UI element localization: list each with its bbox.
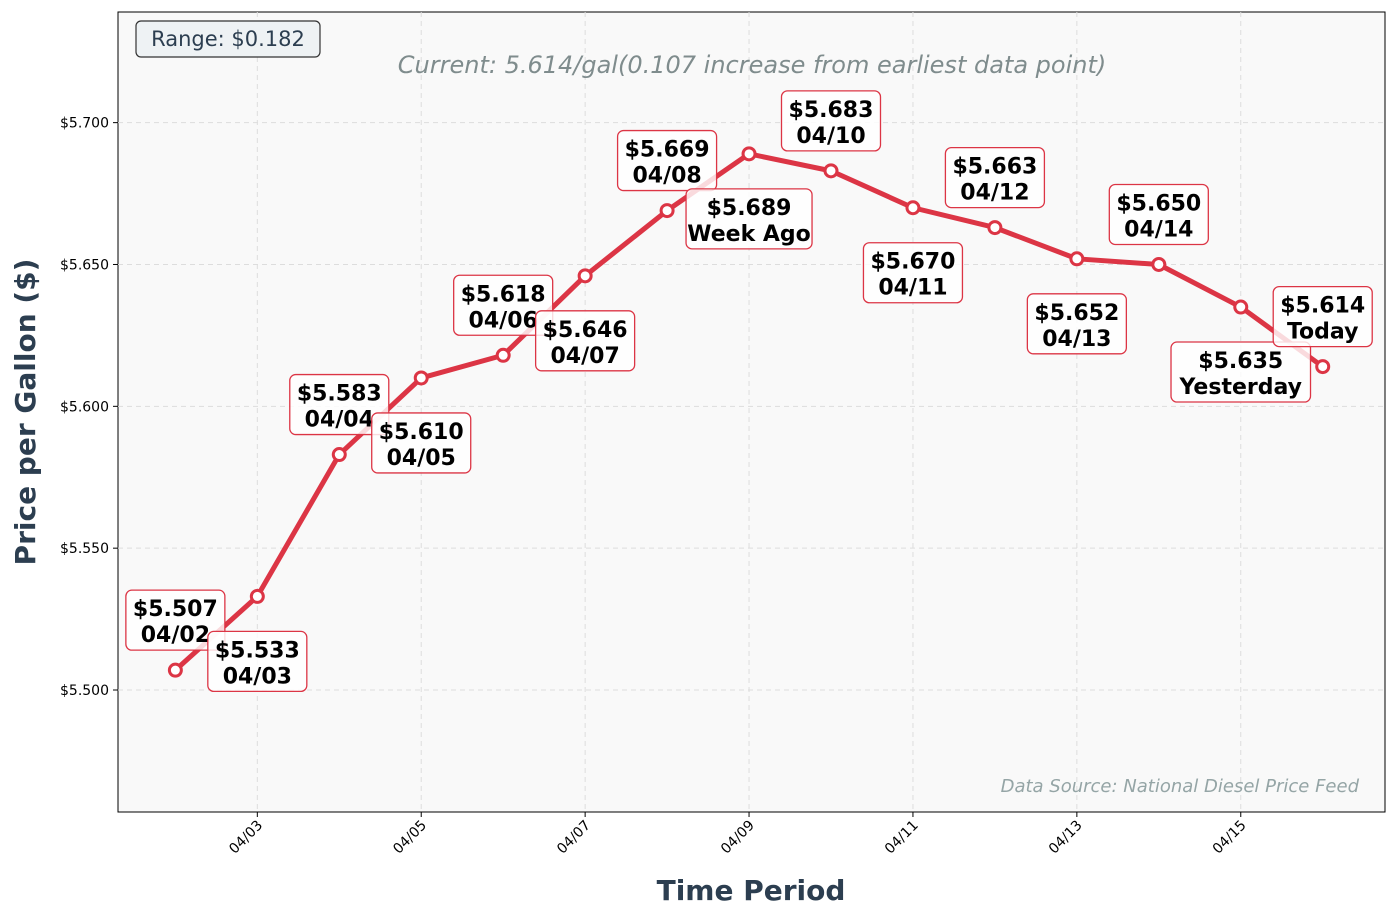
- point-label-date: 04/02: [141, 623, 210, 648]
- data-point: [1069, 251, 1085, 267]
- y-tick-label: $5.500: [60, 683, 109, 699]
- point-label-box: [125, 589, 226, 651]
- point-label-box: [289, 373, 390, 436]
- range-box: [135, 20, 321, 58]
- point-label-date: Today: [1287, 320, 1358, 345]
- point-label-box: [453, 274, 554, 336]
- data-point: [1315, 359, 1331, 375]
- point-label-date: 04/12: [960, 181, 1029, 206]
- data-point: [1233, 299, 1249, 315]
- x-tick-label: 04/05: [390, 818, 430, 858]
- point-label-box: [685, 188, 813, 250]
- point-label-date: Yesterday: [1179, 375, 1302, 400]
- x-tick-label: 04/07: [554, 818, 594, 858]
- point-label-box: [534, 310, 636, 372]
- y-axis-label: Price per Gallon ($): [9, 259, 42, 566]
- point-label-price: $5.683: [789, 98, 874, 123]
- point-label-date: 04/03: [223, 664, 292, 689]
- data-point: [905, 200, 921, 216]
- y-tick-label: $5.650: [60, 257, 109, 273]
- data-point: [987, 220, 1003, 236]
- point-label-price: $5.614: [1280, 294, 1365, 319]
- point-label-box: [1272, 285, 1373, 348]
- data-point: [413, 370, 429, 386]
- point-label-date: 04/08: [632, 164, 701, 189]
- point-label-price: $5.670: [870, 250, 955, 275]
- x-tick-label: 04/03: [226, 818, 266, 858]
- point-label-box: [207, 630, 308, 693]
- point-label-price: $5.618: [461, 282, 546, 307]
- data-point: [577, 268, 593, 284]
- point-label-date: 04/13: [1042, 327, 1111, 352]
- point-label-price: $5.669: [625, 138, 710, 163]
- point-label-box: [1108, 183, 1209, 246]
- point-label-price: $5.507: [133, 597, 218, 622]
- point-label-price: $5.689: [707, 196, 792, 221]
- data-point: [495, 347, 511, 363]
- data-point: [659, 203, 675, 219]
- point-label-date: 04/07: [551, 344, 620, 369]
- point-label-box: [616, 129, 718, 192]
- point-label-date: 04/14: [1124, 217, 1193, 242]
- point-label-price: $5.663: [952, 155, 1037, 180]
- x-axis-label: Time Period: [657, 874, 846, 907]
- point-label-date: 04/05: [387, 446, 456, 471]
- point-label-date: Week Ago: [687, 222, 811, 247]
- x-tick-label: 04/11: [882, 818, 922, 858]
- current-subtitle: Current: 5.614/gal(0.107 increase from e…: [398, 51, 1106, 79]
- y-tick-label: $5.700: [60, 116, 109, 132]
- grid: [118, 12, 1385, 812]
- data-point: [167, 662, 183, 678]
- data-point: [331, 447, 347, 463]
- point-label-price: $5.533: [215, 638, 300, 663]
- point-label-price: $5.610: [379, 420, 464, 445]
- data-point: [249, 588, 265, 604]
- point-label-box: [371, 412, 472, 474]
- point-label-date: 04/11: [878, 276, 947, 301]
- data-point: [741, 146, 757, 162]
- data-point: [1151, 256, 1167, 272]
- point-label-box: [1170, 341, 1312, 403]
- point-label-box: [780, 90, 882, 152]
- x-tick-label: 04/09: [718, 818, 758, 858]
- point-label-price: $5.635: [1198, 349, 1283, 374]
- point-label-date: 04/04: [305, 408, 374, 433]
- y-tick-label: $5.600: [60, 399, 109, 415]
- point-label-price: $5.650: [1116, 191, 1201, 216]
- point-label-box: [944, 146, 1046, 209]
- data-source: Data Source: National Diesel Price Feed: [1001, 776, 1360, 797]
- x-tick-label: 04/13: [1046, 818, 1086, 858]
- point-label-date: 04/10: [796, 124, 865, 149]
- x-tick-label: 04/15: [1210, 818, 1250, 858]
- range-annotation: Range: $0.182: [151, 27, 305, 51]
- point-label-date: 04/06: [469, 308, 538, 333]
- point-label-box: [862, 242, 964, 304]
- y-tick-label: $5.550: [60, 541, 109, 557]
- point-label-box: [1026, 293, 1128, 355]
- point-label-price: $5.652: [1034, 301, 1119, 326]
- point-label-price: $5.583: [297, 382, 382, 407]
- data-point: [823, 163, 839, 179]
- point-label-price: $5.646: [543, 318, 628, 343]
